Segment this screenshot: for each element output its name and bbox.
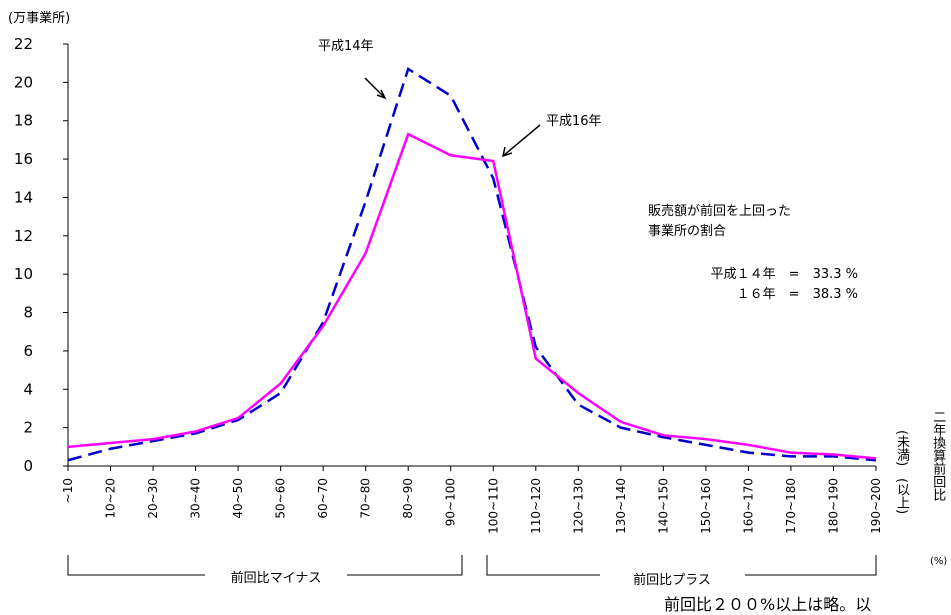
unit-label: (万事業所) [8,10,70,26]
x-tick-label: 140~150 [656,478,670,534]
x-tick-label: 50~60 [274,478,288,519]
y-tick-label: 10 [14,265,33,283]
right-axis-label: 二年換算前回比 [930,410,946,501]
x-tick-label: 30~40 [189,478,203,519]
x-tick-label: 190~200 [869,478,883,534]
annotation: 販売額が前回を上回った [648,203,791,219]
end-label: (未満) [894,430,909,467]
line [67,132,877,460]
x-tick-label: 10~20 [104,478,118,519]
arrow [501,124,541,158]
x-tick-label: 60~70 [316,478,330,519]
x-tick-label: 120~130 [571,478,585,534]
y-tick-label: 8 [23,304,33,322]
footnote: 前回比２００%以上は略。以 [664,595,871,614]
right-axis-unit: (%) [930,556,948,567]
series-label: 平成14年 [318,39,374,54]
annotation: 事業所の割合 [648,223,726,239]
y-tick-label: 16 [14,150,33,168]
x-tick-label: 70~80 [359,478,373,519]
x-tick-label: 130~140 [614,478,628,534]
bracket [67,555,463,576]
x-tick-label: 180~190 [826,478,840,534]
y-tick-label: 12 [14,227,33,245]
bracket [486,555,877,576]
x-tick-label: 160~170 [741,478,755,534]
y-tick-label: 14 [14,188,33,206]
y-tick-label: 0 [23,457,33,475]
x-tick-label: 40~50 [231,478,245,519]
x-tick-label: 110~120 [529,478,543,534]
x-tick-label: 100~110 [486,478,500,534]
group-label: 前回比マイナス [231,570,322,586]
x-tick-label: 80~90 [401,478,415,519]
group-label: 前回比プラス [633,572,711,588]
end-label: (以上) [894,478,909,515]
line [67,67,877,462]
x-tick-label: 20~30 [146,478,160,519]
y-tick-label: 6 [23,342,33,360]
y-tick-label: 20 [14,73,33,91]
annotation: 平成１４年 = 33.3 % [711,267,858,282]
y-tick-label: 4 [23,380,33,398]
y-tick-label: 18 [14,112,33,130]
y-tick-label: 2 [23,419,33,437]
y-tick-label: 22 [14,35,33,53]
arrow [364,77,387,100]
x-tick-label: 150~160 [699,478,713,534]
x-tick-label: 170~180 [784,478,798,534]
annotation: １６年 = 38.3 % [737,287,858,302]
series-label: 平成16年 [546,114,602,129]
x-tick-label: 90~100 [444,478,458,526]
x-tick-label: ~10 [61,478,75,503]
